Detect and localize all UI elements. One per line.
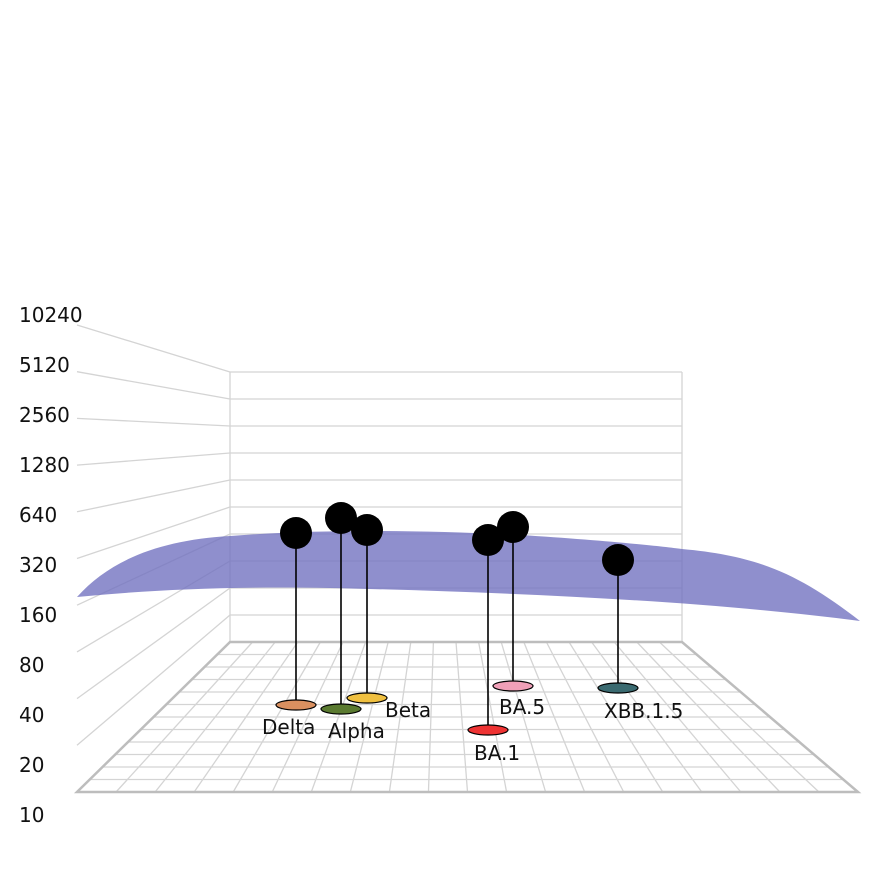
floor-grid: [73, 640, 862, 794]
point-label: BA.5: [499, 695, 545, 719]
y-tick-label: 20: [19, 753, 44, 777]
point-base: [467, 724, 509, 736]
point-base: [597, 682, 639, 694]
side-wall-gridline: [76, 417, 231, 427]
data-point-xbb-1-5: XBB.1.5: [597, 544, 683, 723]
floor-border: [73, 640, 862, 794]
y-tick-label: 640: [19, 503, 57, 527]
data-point-beta: Beta: [346, 514, 431, 722]
y-tick-label: 5120: [19, 353, 70, 377]
y-axis-ticks: 10 20 40 80 160 320 640 1280 2560 5120 10240: [19, 303, 83, 827]
y-tick-label: 320: [19, 553, 57, 577]
y-tick-label: 80: [19, 653, 44, 677]
point-marker: [472, 524, 504, 556]
surface-shape: [77, 531, 860, 621]
point-base: [492, 680, 534, 692]
point-marker: [325, 502, 357, 534]
side-wall-gridline: [76, 479, 231, 513]
point-label: BA.1: [474, 741, 520, 765]
point-label: XBB.1.5: [604, 699, 683, 723]
y-tick-label: 10240: [19, 303, 83, 327]
point-base: [275, 699, 317, 711]
y-tick-label: 10: [19, 803, 44, 827]
data-point-delta: Delta: [262, 517, 317, 739]
point-marker: [351, 514, 383, 546]
point-label: Delta: [262, 715, 315, 739]
point-marker: [280, 517, 312, 549]
side-wall-gridline: [76, 452, 231, 466]
side-wall-gridline: [76, 371, 231, 400]
point-label: Alpha: [328, 719, 385, 743]
point-marker: [602, 544, 634, 576]
side-wall-gridline: [76, 506, 231, 560]
y-tick-label: 40: [19, 703, 44, 727]
side-wall-gridline: [76, 614, 231, 746]
fitted-surface: [77, 531, 860, 621]
data-point-ba-1: BA.1: [467, 524, 520, 765]
data-point-ba-5: BA.5: [492, 511, 545, 719]
y-tick-label: 1280: [19, 453, 70, 477]
side-wall-gridline: [76, 587, 231, 700]
point-base: [346, 692, 388, 704]
point-base: [320, 703, 362, 715]
y-tick-label: 2560: [19, 403, 70, 427]
point-label: Beta: [385, 698, 431, 722]
side-wall-gridline: [76, 324, 231, 373]
data-point-alpha: Alpha: [320, 502, 385, 743]
point-marker: [497, 511, 529, 543]
y-tick-label: 160: [19, 603, 57, 627]
